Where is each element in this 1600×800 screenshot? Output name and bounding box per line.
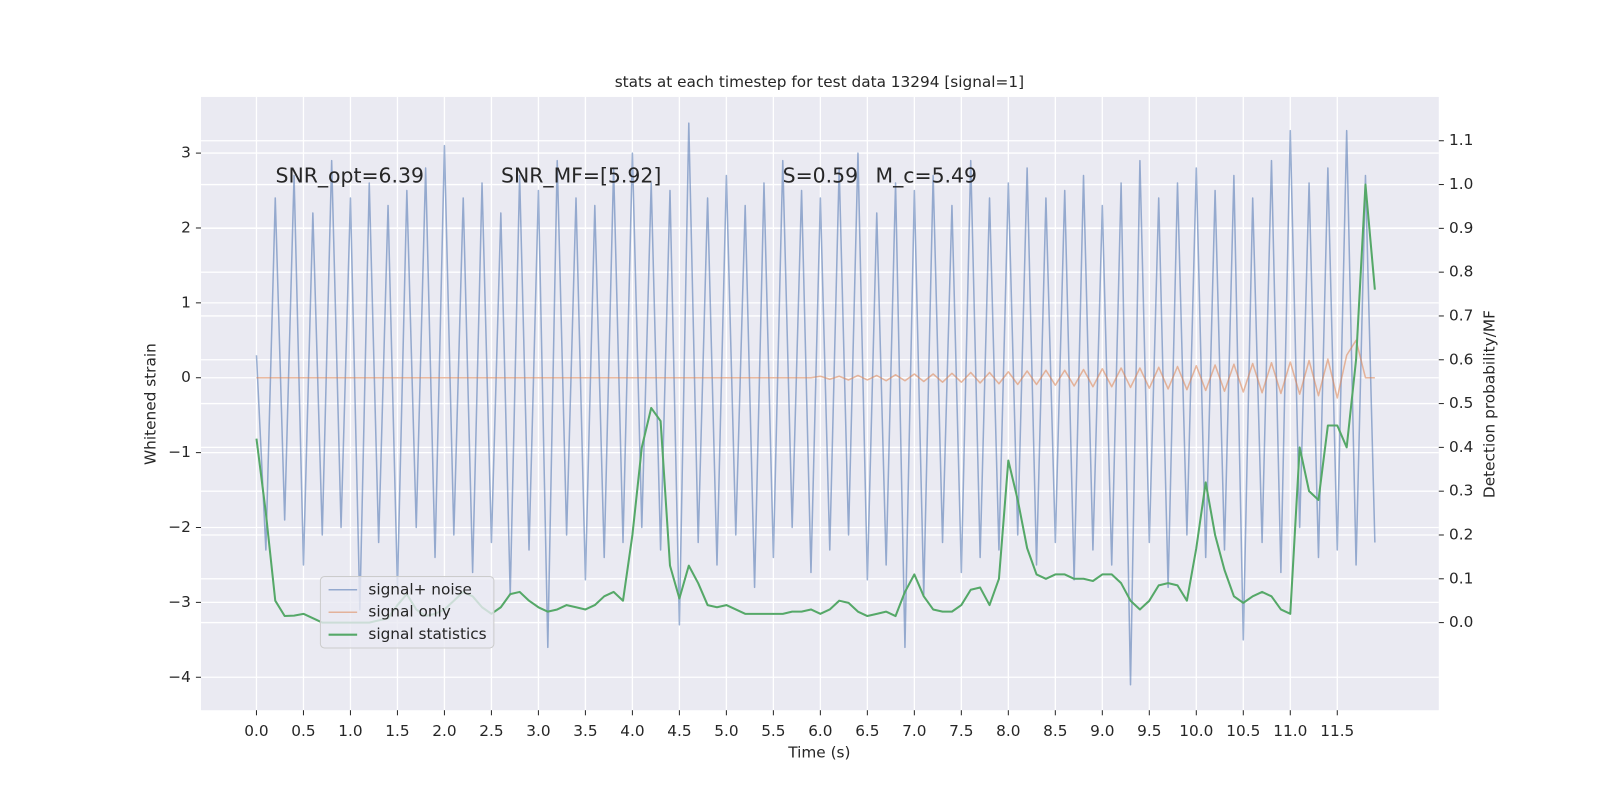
legend-label: signal only <box>368 603 450 621</box>
annotation: M_c=5.49 <box>876 164 978 189</box>
y2-tick-label: 0.5 <box>1449 394 1473 412</box>
x-tick-label: 8.0 <box>996 722 1020 740</box>
y2-tick-label: 0.0 <box>1449 613 1473 631</box>
y2-tick-label: 0.1 <box>1449 569 1473 587</box>
y-tick-label: 1 <box>181 293 191 311</box>
labels: 0.0 0.5 1.0 1.5 2.0 2.5 3.0 3.5 4.0 4.5 5.0 5.5 6.0 6… <box>168 131 1473 740</box>
y-tick-label: −1 <box>168 443 191 461</box>
chart-title: stats at each timestep for test data 132… <box>615 73 1024 91</box>
y2-tick-label: 0.9 <box>1449 219 1473 237</box>
y2-tick-label: 0.7 <box>1449 306 1473 324</box>
legend-label: signal statistics <box>368 625 486 643</box>
y2-tick-label: 0.3 <box>1449 482 1473 500</box>
x-tick-label: 4.5 <box>667 722 691 740</box>
x-tick-label: 2.0 <box>432 722 456 740</box>
x-tick-label: 8.5 <box>1043 722 1067 740</box>
x-tick-label: 10.5 <box>1226 722 1260 740</box>
y-tick-label: −4 <box>168 668 191 686</box>
x-tick-label: 7.5 <box>949 722 973 740</box>
x-tick-label: 2.5 <box>479 722 503 740</box>
x-tick-label: 7.0 <box>902 722 926 740</box>
x-tick-label: 11.0 <box>1273 722 1307 740</box>
legend-box <box>319 576 495 649</box>
x-tick-label: 6.5 <box>855 722 879 740</box>
y2-tick-label: 1.1 <box>1449 131 1473 149</box>
y2-tick-label: 0.2 <box>1449 525 1473 543</box>
y-tick-label: 0 <box>181 368 191 386</box>
x-axis-label: Time (s) <box>787 744 850 762</box>
x-tick-label: 10.0 <box>1179 722 1213 740</box>
series-line <box>256 339 1375 399</box>
x-tick-label: 0.0 <box>244 722 268 740</box>
x-tick-label: 5.0 <box>714 722 738 740</box>
y-tick-label: 2 <box>181 218 191 236</box>
x-tick-label: 6.0 <box>808 722 832 740</box>
annotation: S=0.59 <box>783 164 858 188</box>
y-axis-label: Whitened strain <box>142 343 160 465</box>
x-tick-label: 0.5 <box>291 722 315 740</box>
y2-tick-label: 1.0 <box>1449 175 1473 193</box>
x-tick-label: 11.5 <box>1320 722 1354 740</box>
annotation: SNR_MF=[5.92] <box>501 164 661 189</box>
x-tick-label: 3.0 <box>526 722 550 740</box>
y-tick-label: −3 <box>168 593 191 611</box>
y-tick-label: 3 <box>181 144 191 162</box>
annotation: SNR_opt=6.39 <box>276 164 424 189</box>
y2-tick-label: 0.8 <box>1449 263 1473 281</box>
legend-label: signal+ noise <box>368 580 472 598</box>
x-tick-label: 5.5 <box>761 722 785 740</box>
x-tick-label: 4.0 <box>620 722 644 740</box>
y2-tick-label: 0.6 <box>1449 350 1473 368</box>
x-tick-label: 9.5 <box>1137 722 1161 740</box>
x-tick-label: 1.5 <box>385 722 409 740</box>
y2-tick-label: 0.4 <box>1449 438 1473 456</box>
series-line <box>255 122 1376 686</box>
x-tick-label: 9.0 <box>1090 722 1114 740</box>
x-tick-label: 3.5 <box>573 722 597 740</box>
y-tick-label: −2 <box>168 518 191 536</box>
x-tick-label: 1.0 <box>338 722 362 740</box>
y2-axis-label: Detection probability/MF <box>1480 310 1498 498</box>
